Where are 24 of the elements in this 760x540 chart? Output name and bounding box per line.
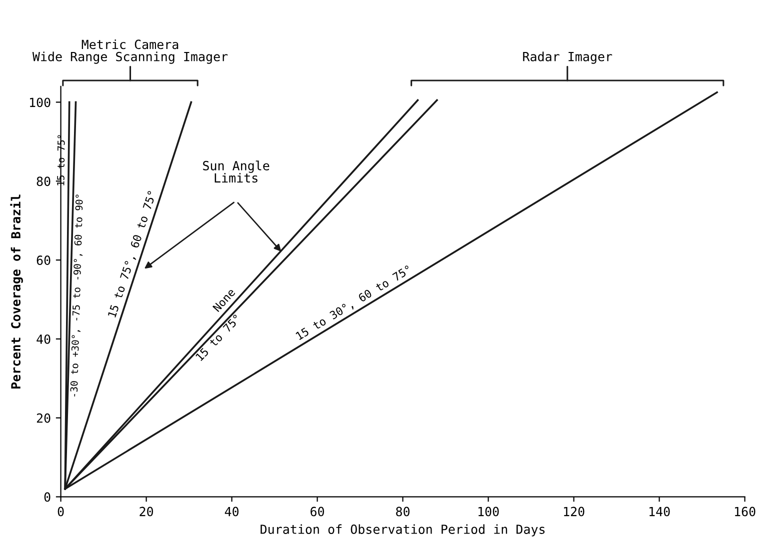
- y-tick-label: 100: [30, 98, 50, 108]
- y-axis-title: Percent Coverage of Brazil: [10, 194, 23, 388]
- x-tick-label: 120: [564, 506, 584, 516]
- text: Radar Imager: [523, 52, 612, 64]
- x-axis-title: Duration of Observation Period in Days: [260, 524, 545, 536]
- text: -30 to +30°, -75 to -90°, 60 to 90°: [70, 194, 84, 397]
- x-tick-label: 140: [650, 506, 670, 516]
- y-tick-label: 60: [36, 256, 50, 265]
- x-tick-label: 20: [140, 506, 154, 516]
- text: 15 to 75°, 60 to 75°: [108, 190, 158, 318]
- text: Metric Camera Wide Range Scanning Imager: [32, 39, 228, 64]
- x-tick-label: 0: [58, 506, 64, 516]
- x-tick-label: 60: [310, 506, 324, 516]
- x-tick-label: 40: [224, 506, 239, 516]
- y-tick-label: 0: [44, 492, 50, 502]
- y-tick-label: 80: [36, 176, 50, 186]
- x-tick-label: 100: [478, 506, 499, 516]
- text: 15 to 30°, 60 to 75°: [295, 265, 412, 342]
- x-tick-label: 80: [396, 506, 410, 516]
- annotation: Sun Angle Limits: [203, 160, 270, 183]
- text: 15 to 75°: [195, 314, 241, 362]
- y-tick-label: 40: [36, 334, 50, 344]
- x-tick-label: 160: [735, 506, 756, 516]
- y-tick-label: 20: [36, 413, 50, 423]
